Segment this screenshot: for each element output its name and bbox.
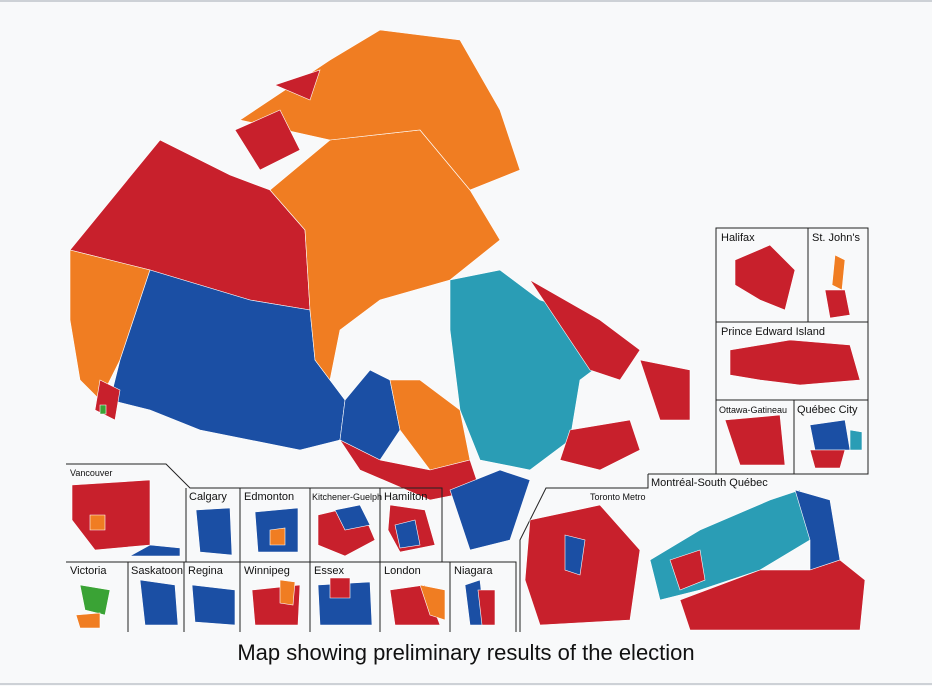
inset-label: Prince Edward Island (721, 326, 825, 338)
inset-label: Edmonton (244, 491, 294, 503)
inset-label: Halifax (721, 232, 755, 244)
inset-label: Saskatoon (131, 565, 183, 577)
inset-label: Essex (314, 565, 344, 577)
inset-label: Ottawa-Gatineau (719, 405, 787, 415)
inset-label: Winnipeg (244, 565, 290, 577)
inset-label: Victoria (70, 565, 107, 577)
caption: Map showing preliminary results of the e… (237, 640, 694, 665)
inset-label: Calgary (189, 491, 227, 503)
inset-labels: Halifax St. John's Prince Edward Island … (70, 232, 860, 577)
inset-label: Hamilton (384, 491, 427, 503)
inset-maps (71, 244, 866, 631)
inset-label: Montréal-South Québec (651, 477, 768, 489)
inset-label: Niagara (454, 565, 493, 577)
inset-label: London (384, 565, 421, 577)
inset-label: St. John's (812, 232, 860, 244)
inset-label: Québec City (797, 404, 858, 416)
inset-label: Vancouver (70, 468, 112, 478)
inset-label: Kitchener-Guelph (312, 492, 382, 502)
main-map (69, 29, 691, 551)
inset-label: Regina (188, 565, 224, 577)
inset-label: Toronto Metro (590, 492, 646, 502)
inset-frames (66, 227, 869, 632)
